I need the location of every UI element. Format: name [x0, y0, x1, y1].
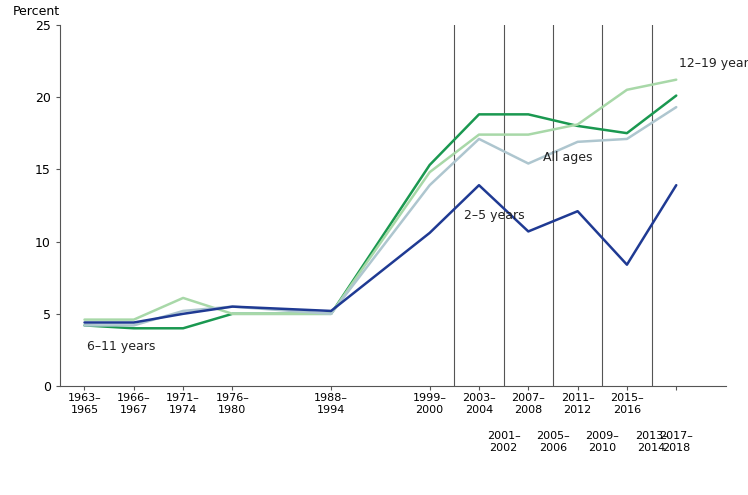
Text: All ages: All ages [543, 151, 592, 164]
Text: 2–5 years: 2–5 years [465, 209, 525, 222]
Text: 2005–
2006: 2005– 2006 [536, 431, 570, 453]
Text: 2009–
2010: 2009– 2010 [586, 431, 619, 453]
Text: Percent: Percent [13, 4, 61, 17]
Text: 2017–
2018: 2017– 2018 [659, 431, 693, 453]
Text: 2001–
2002: 2001– 2002 [487, 431, 521, 453]
Text: 12–19 years: 12–19 years [678, 57, 748, 70]
Text: 2013–
2014: 2013– 2014 [635, 431, 669, 453]
Text: 6–11 years: 6–11 years [87, 340, 156, 353]
